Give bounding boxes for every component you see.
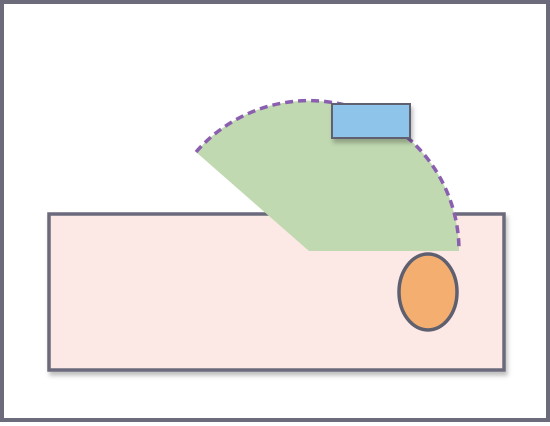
orange-ellipse: [397, 252, 459, 332]
diagram-svg: [47, 98, 506, 372]
sector-arc: [194, 98, 461, 252]
small-rectangle: [331, 103, 411, 139]
